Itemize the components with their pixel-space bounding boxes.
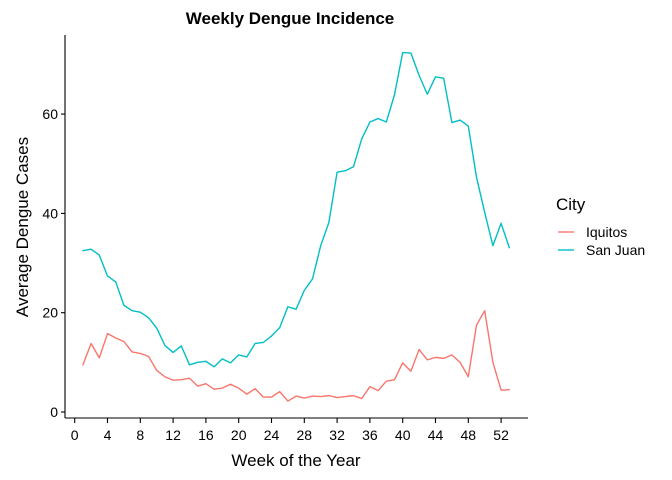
x-tick-label: 8 bbox=[136, 427, 144, 443]
x-tick-label: 28 bbox=[297, 427, 313, 443]
y-tick-label: 60 bbox=[42, 106, 58, 122]
x-tick-label: 4 bbox=[104, 427, 112, 443]
x-tick-label: 16 bbox=[198, 427, 214, 443]
x-axis-title: Week of the Year bbox=[231, 451, 361, 470]
x-tick-label: 20 bbox=[231, 427, 247, 443]
chart-title: Weekly Dengue Incidence bbox=[186, 9, 394, 28]
x-tick-label: 0 bbox=[71, 427, 79, 443]
y-tick-label: 0 bbox=[50, 404, 58, 420]
x-tick-label: 12 bbox=[165, 427, 181, 443]
series-line-iquitos bbox=[82, 310, 510, 402]
x-tick-label: 36 bbox=[362, 427, 378, 443]
y-tick-label: 20 bbox=[42, 305, 58, 321]
legend-label: San Juan bbox=[586, 242, 645, 258]
x-tick-label: 44 bbox=[428, 427, 444, 443]
legend: City Iquitos San Juan bbox=[556, 195, 645, 258]
legend-label: Iquitos bbox=[586, 224, 627, 240]
x-tick-label: 40 bbox=[395, 427, 411, 443]
legend-title: City bbox=[556, 195, 586, 214]
x-tick-label: 32 bbox=[329, 427, 345, 443]
y-tick-label: 40 bbox=[42, 205, 58, 221]
y-axis-title: Average Dengue Cases bbox=[13, 137, 32, 317]
x-tick-label: 24 bbox=[264, 427, 280, 443]
x-tick-label: 48 bbox=[461, 427, 477, 443]
x-axis-ticks: 0 4 8 12 16 20 24 28 32 36 40 44 48 52 bbox=[71, 418, 509, 443]
y-axis-ticks: 0 20 40 60 bbox=[42, 106, 65, 420]
x-tick-label: 52 bbox=[493, 427, 509, 443]
series-line-san-juan bbox=[82, 51, 510, 368]
series-lines bbox=[82, 51, 510, 402]
